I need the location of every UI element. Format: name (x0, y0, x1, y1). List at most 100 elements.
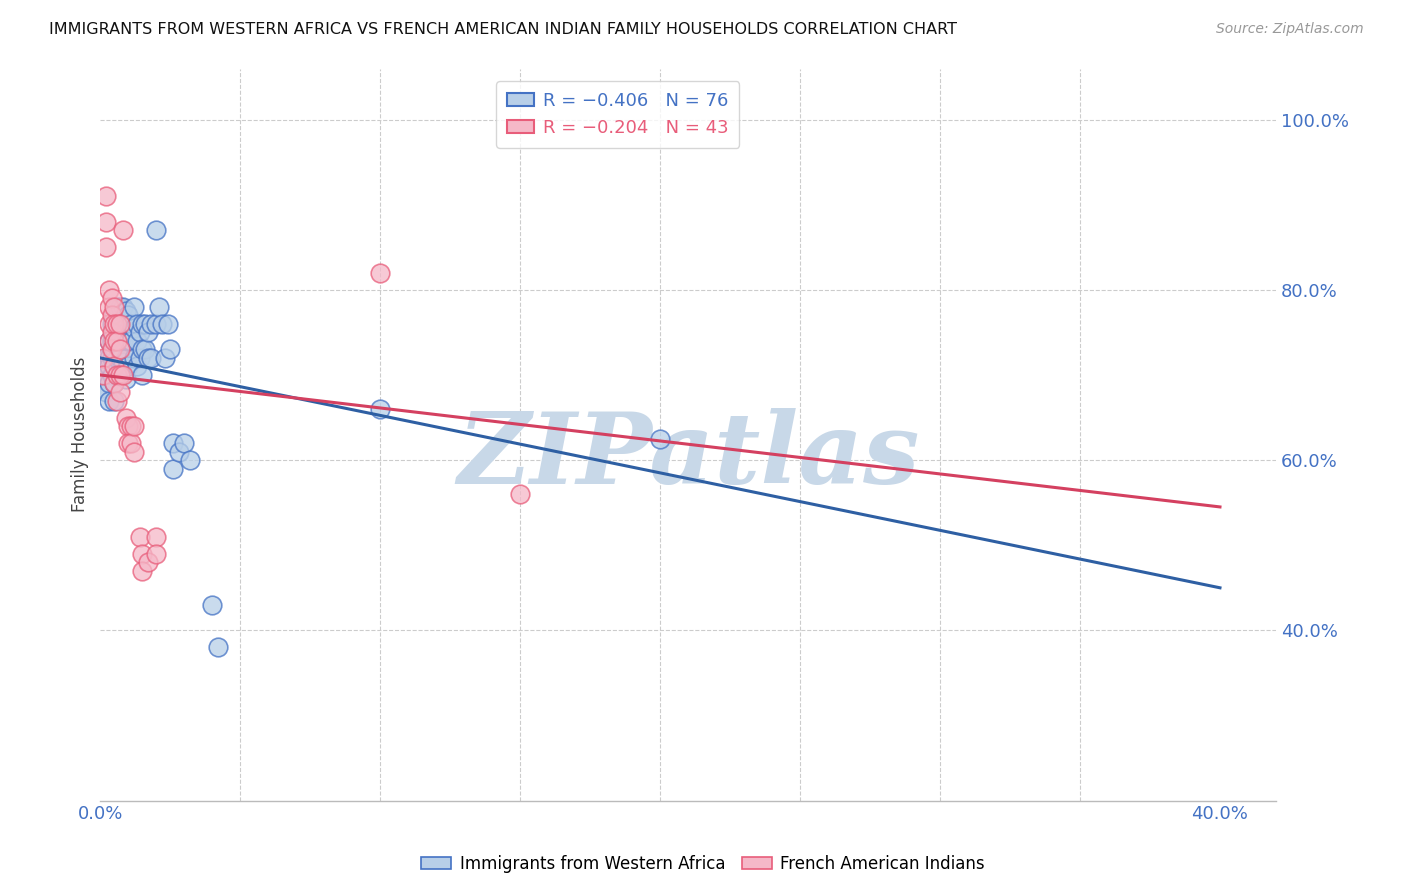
Point (122, 300, 145, 314)
Point (111, 355, 134, 369)
Point (131, 547, 153, 561)
Point (94, 240, 117, 254)
Point (100, 351, 122, 365)
Point (159, 343, 181, 357)
Point (162, 461, 184, 475)
Point (114, 326, 136, 340)
Point (103, 326, 125, 340)
Point (145, 317, 167, 331)
Point (97, 317, 120, 331)
Point (111, 300, 134, 314)
Y-axis label: Family Households: Family Households (72, 357, 89, 512)
Point (94, 351, 117, 365)
Point (128, 326, 150, 340)
Text: ZIPatlas: ZIPatlas (457, 409, 920, 505)
Point (114, 304, 136, 318)
Point (114, 372, 136, 386)
Point (97, 300, 120, 314)
Point (97, 334, 120, 348)
Point (108, 368, 131, 382)
Point (122, 419, 145, 434)
Point (105, 393, 128, 408)
Point (103, 393, 125, 408)
Point (100, 343, 122, 357)
Point (128, 351, 150, 365)
Point (91, 381, 114, 395)
Point (131, 317, 153, 331)
Point (207, 640, 229, 655)
Point (103, 376, 125, 391)
Point (148, 300, 170, 314)
Point (108, 351, 131, 365)
Point (134, 343, 156, 357)
Point (97, 334, 120, 348)
Point (111, 368, 134, 382)
Legend: Immigrants from Western Africa, French American Indians: Immigrants from Western Africa, French A… (415, 848, 991, 880)
Point (114, 351, 136, 365)
Point (153, 351, 176, 365)
Point (173, 436, 195, 450)
Point (111, 317, 134, 331)
Point (108, 368, 131, 382)
Point (91, 351, 114, 365)
Point (105, 317, 128, 331)
Point (103, 334, 125, 348)
Point (103, 359, 125, 374)
Text: Source: ZipAtlas.com: Source: ZipAtlas.com (1216, 22, 1364, 37)
Point (509, 487, 531, 501)
Point (105, 351, 128, 365)
Point (139, 351, 162, 365)
Point (94, 384, 117, 399)
Point (114, 410, 136, 425)
Point (131, 564, 153, 578)
Point (100, 309, 122, 323)
Point (117, 309, 139, 323)
Point (105, 300, 128, 314)
Point (120, 419, 142, 434)
Point (122, 351, 145, 365)
Point (368, 266, 391, 280)
Point (650, 432, 672, 446)
Point (91, 368, 114, 382)
Point (131, 343, 153, 357)
Point (105, 368, 128, 382)
Point (108, 384, 131, 399)
Point (139, 317, 162, 331)
Text: IMMIGRANTS FROM WESTERN AFRICA VS FRENCH AMERICAN INDIAN FAMILY HOUSEHOLDS CORRE: IMMIGRANTS FROM WESTERN AFRICA VS FRENCH… (49, 22, 957, 37)
Point (103, 343, 125, 357)
Point (125, 317, 148, 331)
Point (122, 444, 145, 458)
Point (120, 334, 142, 348)
Point (105, 334, 128, 348)
Point (125, 334, 148, 348)
Point (120, 317, 142, 331)
Point (94, 189, 117, 203)
Point (117, 359, 139, 374)
Point (103, 376, 125, 391)
Point (108, 317, 131, 331)
Point (111, 223, 134, 237)
Point (122, 321, 145, 335)
Point (145, 223, 167, 237)
Point (97, 359, 120, 374)
Point (111, 334, 134, 348)
Point (103, 309, 125, 323)
Point (167, 444, 190, 458)
Point (120, 436, 142, 450)
Point (131, 368, 153, 382)
Point (128, 530, 150, 544)
Point (368, 402, 391, 417)
Point (117, 436, 139, 450)
Point (103, 359, 125, 374)
Point (145, 547, 167, 561)
Point (100, 317, 122, 331)
Point (105, 368, 128, 382)
Point (162, 436, 184, 450)
Point (136, 555, 159, 569)
Point (97, 351, 120, 365)
Point (91, 368, 114, 382)
Point (108, 334, 131, 348)
Point (179, 453, 201, 467)
Point (94, 215, 117, 229)
Point (108, 300, 131, 314)
